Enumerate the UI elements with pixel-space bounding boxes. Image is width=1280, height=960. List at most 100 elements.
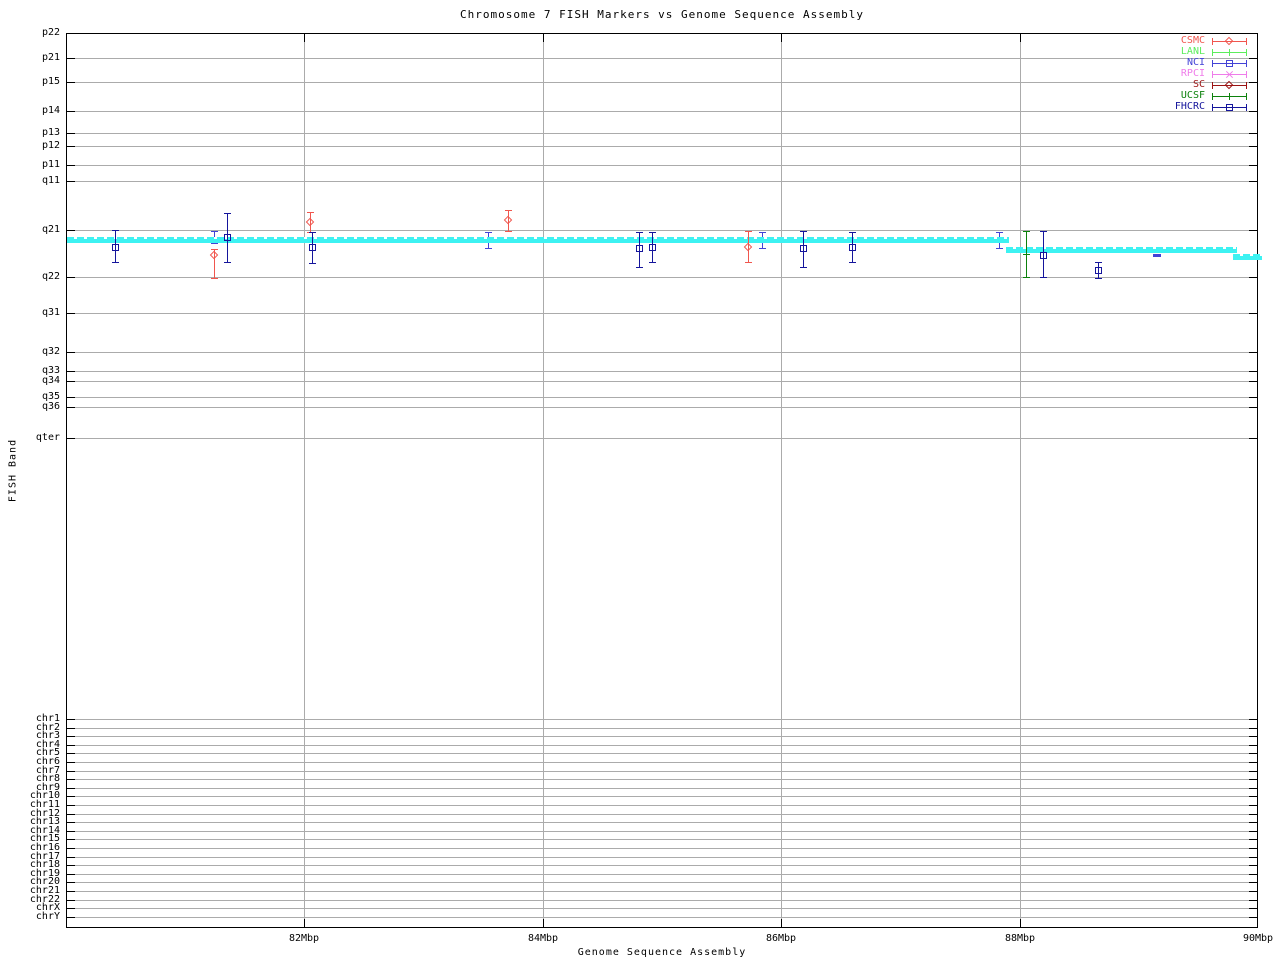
chrom-chr6-tick-right (1249, 762, 1257, 763)
chrom-chr5-tick-left (67, 753, 75, 754)
point-NCI-3-cap-top (759, 232, 766, 233)
point-FHCRC-1-square-marker (112, 244, 119, 251)
chrom-chr7-tick-left (67, 771, 75, 772)
legend-line-SC (1212, 85, 1247, 86)
chrom-chr13-label: chr13 (29, 816, 60, 827)
fish-band-q22-tick-right (1249, 277, 1257, 278)
point-FHCRC-7-errorbar (852, 232, 853, 263)
chrom-chr10-tick-left (67, 796, 75, 797)
chrom-chr7-tick-right (1249, 771, 1257, 772)
chrom-chr18-label: chr18 (29, 859, 60, 870)
chrom-chr6-gridline (67, 762, 1257, 763)
legend-label-UCSF: UCSF (1180, 90, 1205, 101)
fish-band-q21-tick-right (1249, 230, 1257, 231)
x-gridline-88 (1020, 34, 1021, 927)
point-FHCRC-7-square-marker (849, 244, 856, 251)
fish-band-q21-gridline (67, 230, 1257, 231)
chrom-chr9-label: chr9 (35, 782, 60, 793)
x-tick-top-84 (543, 34, 544, 42)
chrom-chr5-gridline (67, 753, 1257, 754)
point-FHCRC-6-cap-bottom (800, 267, 807, 268)
fish-band-p13-label: p13 (41, 127, 60, 138)
chrom-chr4-label: chr4 (35, 739, 60, 750)
chrom-chr19-tick-left (67, 874, 75, 875)
fish-band-q34-label: q34 (41, 375, 60, 386)
fish-band-p12-gridline (67, 146, 1257, 147)
fish-band-q11-gridline (67, 181, 1257, 182)
chrom-chr12-label: chr12 (29, 808, 60, 819)
x-tick-top-88 (1020, 34, 1021, 42)
chrom-chr7-label: chr7 (35, 765, 60, 776)
chrom-chr4-tick-right (1249, 745, 1257, 746)
point-CSMC-3-errorbar (508, 210, 509, 232)
chrom-chr8-gridline (67, 779, 1257, 780)
fish-band-q36-label: q36 (41, 401, 60, 412)
point-FHCRC-9-errorbar (1098, 262, 1099, 279)
legend-UCSF-plus-marker-v (1229, 93, 1230, 100)
fish-band-q35-label: q35 (41, 391, 60, 402)
chrom-chr20-tick-left (67, 882, 75, 883)
chrom-chr3-gridline (67, 736, 1257, 737)
chrom-chr17-tick-right (1249, 857, 1257, 858)
fish-band-q22-gridline (67, 277, 1257, 278)
point-FHCRC-8-cap-top (1040, 231, 1047, 232)
point-CSMC-4-cap-top (745, 231, 752, 232)
point-FHCRC-9-square-marker (1095, 267, 1102, 274)
x-tick-top-82 (304, 34, 305, 42)
chrom-chr6-label: chr6 (35, 756, 60, 767)
chrom-chr5-label: chr5 (35, 747, 60, 758)
chrom-chr16-tick-right (1249, 848, 1257, 849)
chrom-chr15-label: chr15 (29, 833, 60, 844)
point-FHCRC-4-errorbar (639, 232, 640, 268)
chrom-chr19-tick-right (1249, 874, 1257, 875)
fish-band-p14-tick-left (67, 111, 75, 112)
legend-cap-right-LANL (1246, 49, 1247, 56)
point-FHCRC-4-cap-top (636, 232, 643, 233)
chrom-chr12-gridline (67, 814, 1257, 815)
chrom-chr6-tick-left (67, 762, 75, 763)
x-gridline-84 (543, 34, 544, 927)
point-FHCRC-8-square-marker (1040, 252, 1047, 259)
point-CSMC-2-errorbar (310, 212, 311, 233)
chrom-chrX-gridline (67, 908, 1257, 909)
point-FHCRC-1-errorbar (115, 230, 116, 263)
chrom-chr3-tick-left (67, 736, 75, 737)
x-tick-label-88: 88Mbp (1004, 933, 1036, 944)
chrom-chrY-tick-left (67, 917, 75, 918)
legend-LANL-plus-marker-v (1229, 49, 1230, 56)
chrom-chr4-tick-left (67, 745, 75, 746)
fish-band-p21-label: p21 (41, 52, 60, 63)
point-CSMC-1-cap-bottom (211, 278, 218, 279)
legend-cap-right-UCSF (1246, 93, 1247, 100)
chrom-chr17-label: chr17 (29, 851, 60, 862)
fish-band-p15-gridline (67, 82, 1257, 83)
legend-FHCRC-square-marker (1226, 104, 1233, 111)
point-FHCRC-1-cap-top (112, 230, 119, 231)
y-axis-title: FISH Band (7, 438, 19, 503)
fish-band-q31-tick-right (1249, 313, 1257, 314)
point-NCI-1-cap-bottom (211, 243, 218, 244)
assembly-track-segment-3 (1233, 254, 1262, 260)
x-tick-label-82: 82Mbp (288, 933, 320, 944)
chrom-chr12-tick-right (1249, 814, 1257, 815)
point-FHCRC-2-square-marker (224, 234, 231, 241)
point-UCSF-1-cap-top (1023, 231, 1030, 232)
chrom-chr8-label: chr8 (35, 773, 60, 784)
point-NCI-3-cap-bottom (759, 248, 766, 249)
point-NCI-2-cap-bottom (485, 248, 492, 249)
chrom-chrX-label: chrX (35, 902, 60, 913)
legend-cap-right-SC (1246, 82, 1247, 89)
legend-cap-left-LANL (1212, 49, 1213, 56)
chrom-chr9-gridline (67, 788, 1257, 789)
point-FHCRC-8-errorbar (1043, 231, 1044, 278)
chrom-chr18-tick-left (67, 865, 75, 866)
point-CSMC-2-cap-top (307, 212, 314, 213)
x-gridline-82 (304, 34, 305, 927)
chrom-chr15-tick-right (1249, 839, 1257, 840)
fish-band-p12-label: p12 (41, 140, 60, 151)
fish-band-p14-gridline (67, 111, 1257, 112)
point-FHCRC-6-errorbar (803, 231, 804, 268)
chrom-chr16-tick-left (67, 848, 75, 849)
legend-label-LANL: LANL (1180, 46, 1205, 57)
